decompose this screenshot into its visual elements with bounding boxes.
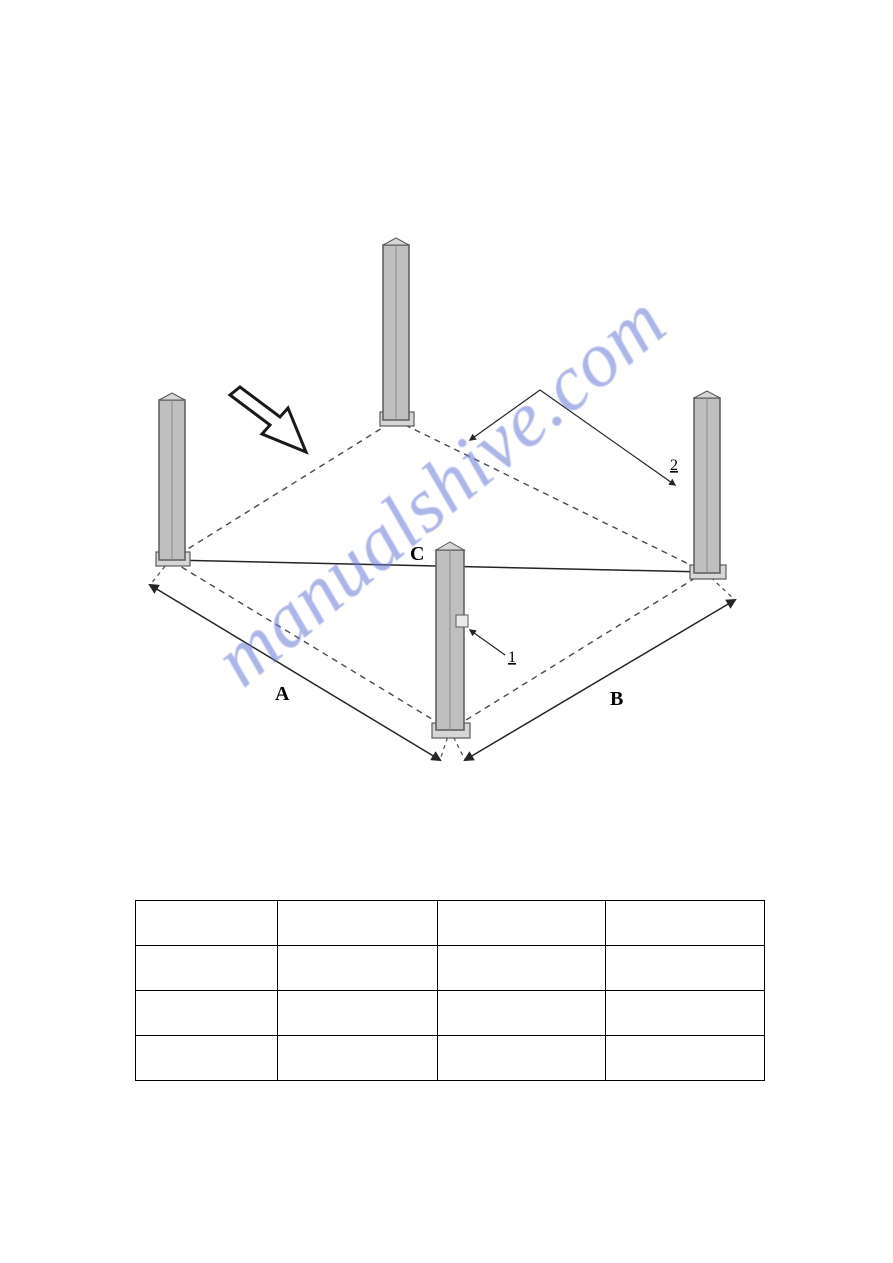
table-cell bbox=[605, 901, 764, 946]
dim-b-label: B bbox=[610, 688, 623, 710]
table-row bbox=[136, 901, 765, 946]
post-front bbox=[432, 542, 470, 738]
table-cell bbox=[437, 946, 605, 991]
table-cell bbox=[278, 991, 437, 1036]
table-cell bbox=[437, 991, 605, 1036]
table-cell bbox=[437, 1036, 605, 1081]
table-cell bbox=[136, 946, 278, 991]
table-cell bbox=[278, 901, 437, 946]
table-cell bbox=[278, 946, 437, 991]
diagram-svg: C A B 2 1 bbox=[110, 200, 770, 780]
table-row bbox=[136, 1036, 765, 1081]
table-row bbox=[136, 991, 765, 1036]
post-layout-diagram: C A B 2 1 bbox=[110, 200, 770, 780]
dimension-table bbox=[135, 900, 765, 1081]
table-row bbox=[136, 946, 765, 991]
dim-c-label: C bbox=[410, 543, 424, 565]
post-back bbox=[380, 238, 414, 426]
callout-1-label: 1 bbox=[508, 649, 516, 666]
post-right bbox=[690, 391, 726, 579]
table-cell bbox=[136, 901, 278, 946]
table-cell bbox=[605, 1036, 764, 1081]
dim-a-label: A bbox=[275, 683, 290, 705]
table-cell bbox=[278, 1036, 437, 1081]
table-cell bbox=[605, 946, 764, 991]
direction-arrow-icon bbox=[230, 387, 306, 452]
table-cell bbox=[605, 991, 764, 1036]
post-left bbox=[156, 393, 190, 566]
table-cell bbox=[136, 991, 278, 1036]
callout-2-label: 2 bbox=[670, 457, 678, 474]
page: C A B 2 1 bbox=[0, 0, 893, 1263]
table-cell bbox=[136, 1036, 278, 1081]
table-cell bbox=[437, 901, 605, 946]
